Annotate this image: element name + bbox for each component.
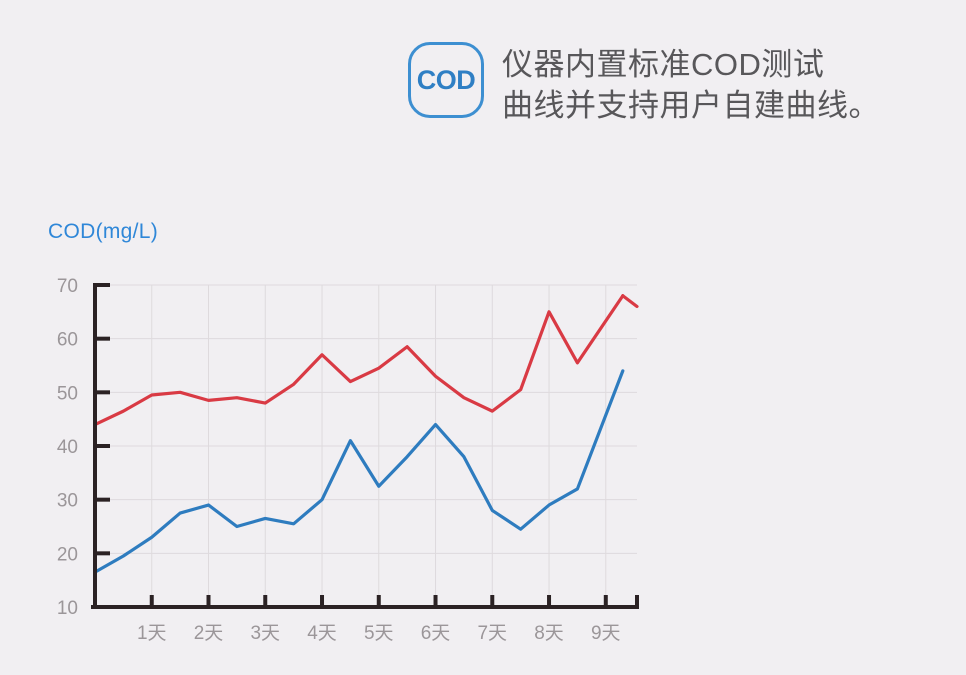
cod-chart: COD(mg/L) 10 20 30 40 50 60 70 1天 2天 3天 4天 5天 6天 7天 8… <box>0 200 700 660</box>
chart-line-blue-series <box>93 369 625 574</box>
x-tick-label: 8天 <box>534 623 564 644</box>
chart-canvas: 10 20 30 40 50 60 70 1天 2天 3天 4天 5天 6天 7天 8天 9天 <box>57 276 639 644</box>
y-tick-label: 30 <box>57 491 78 512</box>
chart-x-tick-labels: 1天 2天 3天 4天 5天 6天 7天 8天 9天 <box>137 623 621 644</box>
x-tick-label: 5天 <box>364 623 394 644</box>
x-tick-label: 2天 <box>194 623 224 644</box>
x-tick-label: 9天 <box>591 623 621 644</box>
x-tick-label: 1天 <box>137 623 167 644</box>
header-description: 仪器内置标准COD测试 曲线并支持用户自建曲线。 <box>502 47 880 124</box>
cod-badge-icon: COD <box>408 42 484 118</box>
chart-y-axis-title: COD(mg/L) <box>48 220 159 243</box>
header-banner: COD 仪器内置标准COD测试 曲线并支持用户自建曲线。 <box>408 42 880 126</box>
y-tick-label: 70 <box>57 276 78 297</box>
y-tick-label: 20 <box>57 544 78 565</box>
chart-y-tick-labels: 10 20 30 40 50 60 70 <box>57 276 78 619</box>
y-tick-label: 10 <box>57 598 78 619</box>
y-tick-label: 60 <box>57 330 78 351</box>
chart-line-red-series-tail <box>621 294 639 309</box>
x-tick-label: 6天 <box>421 623 451 644</box>
x-tick-label: 3天 <box>250 623 280 644</box>
y-tick-label: 50 <box>57 383 78 404</box>
chart-series-layer <box>93 294 639 574</box>
chart-gridlines <box>95 284 637 607</box>
cod-badge-label: COD <box>416 64 476 95</box>
x-tick-label: 7天 <box>477 623 507 644</box>
chart-line-red-series <box>93 294 625 427</box>
x-tick-label: 4天 <box>307 623 337 644</box>
y-tick-label: 40 <box>57 437 78 458</box>
